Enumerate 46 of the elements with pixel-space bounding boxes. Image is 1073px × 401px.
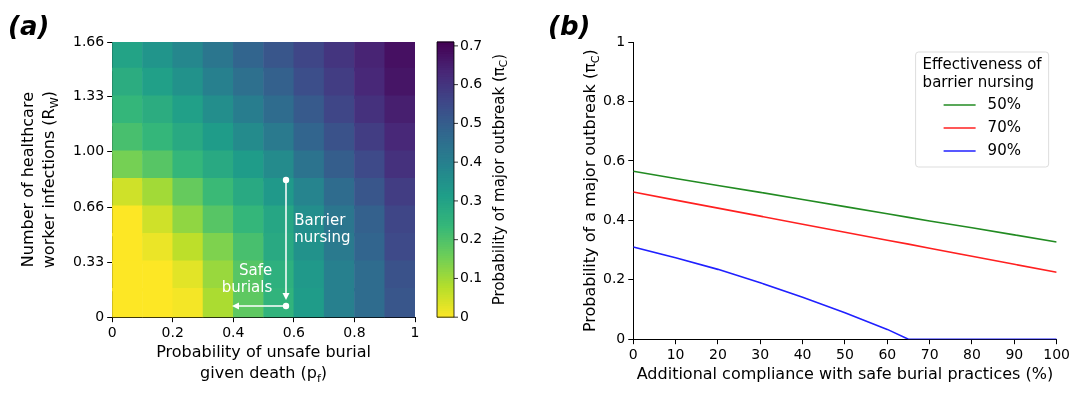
x-tick-label: 20 [709,346,727,363]
color-bar-label: 0.6 [460,75,483,92]
y-tick-label: 1.33 [73,87,105,104]
x-tick-label: 30 [751,346,770,363]
color-bar-label: 0.7 [460,36,483,53]
x-tick-label: 40 [793,346,812,363]
y-tick-label: 0.4 [603,210,626,227]
annotation: Safe burials [221,261,273,297]
y-tick-label: 0.2 [603,270,626,287]
x-tick-label: 50 [836,346,854,363]
y-tick-label: 0.6 [603,151,626,168]
x-tick-label: 10 [666,346,685,363]
color-bar-label: 0.1 [460,269,483,286]
y-tick-label: 1.00 [73,142,105,159]
legend-label: 50% [987,94,1021,113]
x-tick-label: 100 [1043,346,1071,363]
y-tick-label: 1 [616,32,626,49]
x-tick-label: 80 [963,346,981,363]
chart-title: (a) [8,10,50,41]
x-tick-label: 70 [920,346,939,363]
y-tick-label: 0.33 [73,253,105,270]
y-axis-title: Probability of a major outbreak (πC) [580,49,602,333]
x-tick-label: 1 [410,324,420,341]
color-bar-label: 0 [460,307,469,324]
legend-title: Effectiveness of barrier nursing [922,54,1043,91]
x-tick-label: 0.8 [343,324,366,341]
chart-title: (b) [548,10,591,41]
y-tick-label: 0.66 [73,198,105,215]
legend-label: 90% [987,140,1021,159]
x-tick-label: 0.6 [282,324,306,341]
annotation: Barrier nursing [294,211,351,247]
x-axis-title: Additional compliance with safe burial practices (%) [636,364,1054,384]
x-tick-label: 60 [878,346,897,363]
color-bar-label: 0.2 [460,230,483,247]
color-bar-label: 0.4 [460,152,483,169]
y-tick-label: 1.66 [73,32,105,49]
x-tick-label: 0.2 [161,324,184,341]
color-bar-label: 0.3 [460,191,483,208]
y-tick-label: 0.8 [603,92,626,109]
color-bar-label: 0.5 [460,114,483,131]
x-tick-label: 0 [107,324,117,341]
x-tick-label: 90 [1005,346,1024,363]
legend-label: 70% [987,117,1021,136]
y-tick-label: 0 [95,307,105,324]
x-tick-label: 0.4 [222,324,245,341]
x-tick-label: 0 [628,346,638,363]
